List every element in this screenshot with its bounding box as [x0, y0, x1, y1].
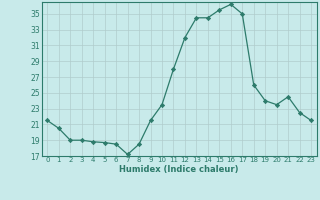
X-axis label: Humidex (Indice chaleur): Humidex (Indice chaleur)	[119, 165, 239, 174]
